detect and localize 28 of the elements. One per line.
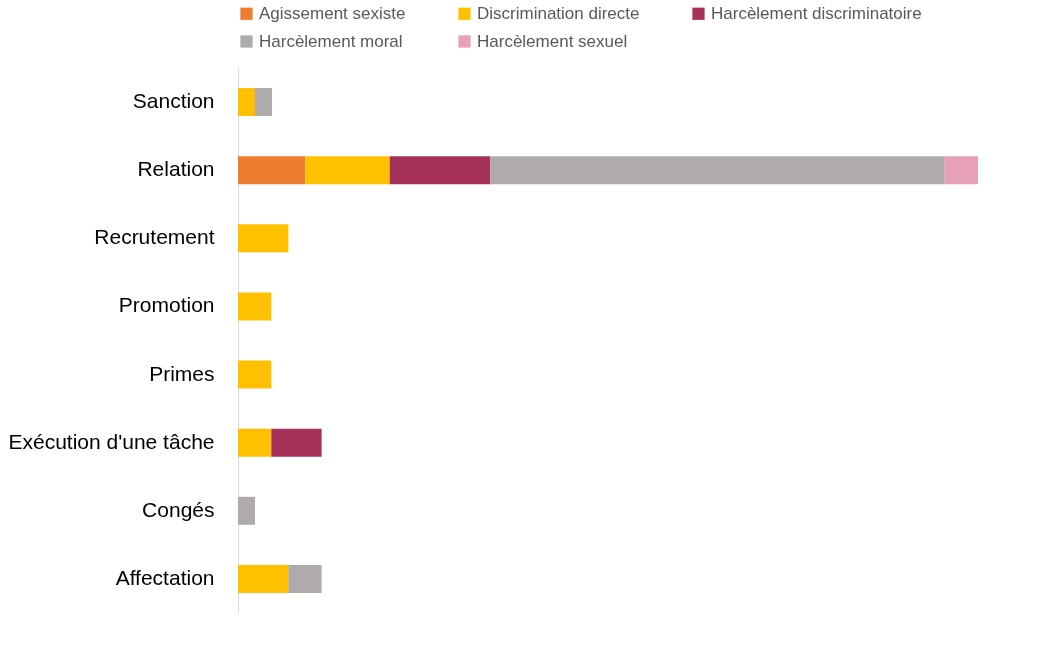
bar [389, 156, 491, 185]
bar [238, 564, 289, 593]
bar [288, 564, 322, 593]
bar [238, 428, 272, 457]
bar [238, 156, 306, 185]
bar [238, 88, 256, 117]
bar [490, 156, 945, 185]
y-tick-label: Exécution d'une tâche [8, 429, 215, 453]
y-tick-label: Affectation [115, 565, 215, 589]
bar [305, 156, 390, 185]
bar [238, 224, 289, 253]
legend-label: Discrimination directe [477, 3, 640, 23]
legend-label: Agissement sexiste [259, 3, 406, 23]
bar [238, 360, 272, 389]
y-tick-label: Recrutement [94, 225, 215, 249]
legend-label: Harcèlement moral [259, 31, 403, 51]
bar [255, 88, 273, 117]
y-tick-label: Promotion [118, 293, 215, 317]
legend-label: Harcèlement discriminatoire [711, 3, 922, 23]
bar [271, 428, 322, 457]
y-tick-label: Relation [137, 157, 215, 181]
bar [238, 496, 256, 525]
y-tick-label: Sanction [132, 89, 215, 113]
bar [944, 156, 978, 185]
legend-label: Harcèlement sexuel [477, 31, 628, 51]
bar [238, 292, 272, 321]
y-tick-label: Congés [142, 497, 215, 521]
y-tick-label: Primes [149, 361, 215, 385]
